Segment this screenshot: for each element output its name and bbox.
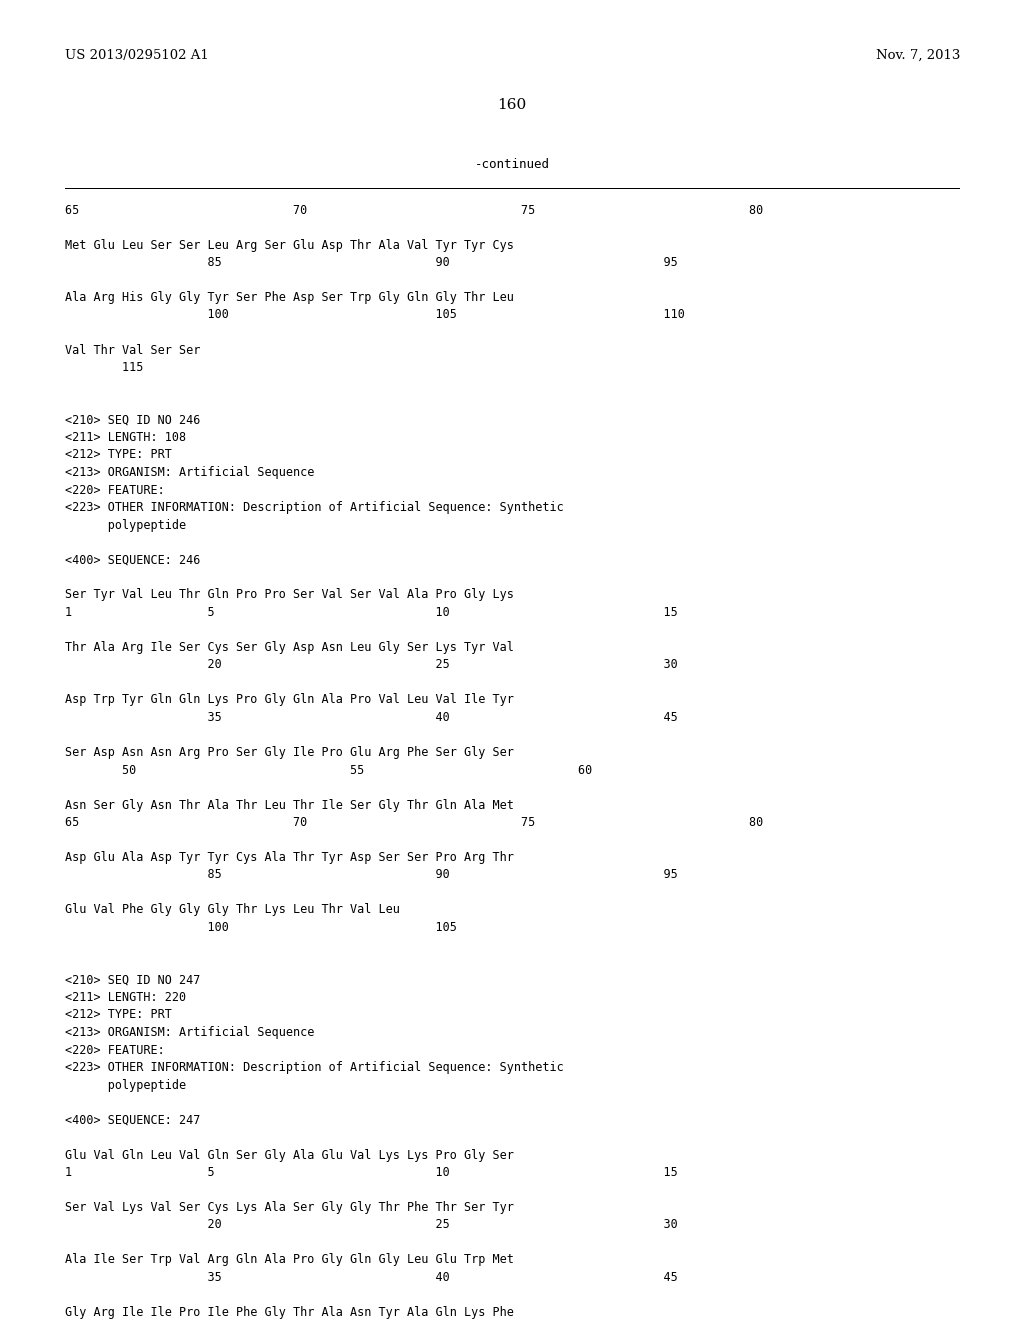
- Text: <400> SEQUENCE: 247: <400> SEQUENCE: 247: [65, 1114, 201, 1126]
- Text: Ala Ile Ser Trp Val Arg Gln Ala Pro Gly Gln Gly Leu Glu Trp Met: Ala Ile Ser Trp Val Arg Gln Ala Pro Gly …: [65, 1254, 514, 1266]
- Text: 65                              70                              75              : 65 70 75: [65, 816, 763, 829]
- Text: Nov. 7, 2013: Nov. 7, 2013: [876, 49, 961, 62]
- Text: <210> SEQ ID NO 246: <210> SEQ ID NO 246: [65, 413, 201, 426]
- Text: Asn Ser Gly Asn Thr Ala Thr Leu Thr Ile Ser Gly Thr Gln Ala Met: Asn Ser Gly Asn Thr Ala Thr Leu Thr Ile …: [65, 799, 514, 812]
- Text: 115: 115: [65, 360, 143, 374]
- Text: polypeptide: polypeptide: [65, 519, 186, 532]
- Text: 85                              90                              95: 85 90 95: [65, 256, 678, 269]
- Text: -continued: -continued: [474, 158, 550, 172]
- Text: <213> ORGANISM: Artificial Sequence: <213> ORGANISM: Artificial Sequence: [65, 1026, 314, 1039]
- Text: 35                              40                              45: 35 40 45: [65, 711, 678, 723]
- Text: 160: 160: [498, 98, 526, 112]
- Text: Met Glu Leu Ser Ser Leu Arg Ser Glu Asp Thr Ala Val Tyr Tyr Cys: Met Glu Leu Ser Ser Leu Arg Ser Glu Asp …: [65, 239, 514, 252]
- Text: Asp Glu Ala Asp Tyr Tyr Cys Ala Thr Tyr Asp Ser Ser Pro Arg Thr: Asp Glu Ala Asp Tyr Tyr Cys Ala Thr Tyr …: [65, 851, 514, 865]
- Text: <212> TYPE: PRT: <212> TYPE: PRT: [65, 449, 172, 462]
- Text: <211> LENGTH: 108: <211> LENGTH: 108: [65, 432, 186, 444]
- Text: <220> FEATURE:: <220> FEATURE:: [65, 483, 165, 496]
- Text: <211> LENGTH: 220: <211> LENGTH: 220: [65, 991, 186, 1005]
- Text: Asp Trp Tyr Gln Gln Lys Pro Gly Gln Ala Pro Val Leu Val Ile Tyr: Asp Trp Tyr Gln Gln Lys Pro Gly Gln Ala …: [65, 693, 514, 706]
- Text: Glu Val Gln Leu Val Gln Ser Gly Ala Glu Val Lys Lys Pro Gly Ser: Glu Val Gln Leu Val Gln Ser Gly Ala Glu …: [65, 1148, 514, 1162]
- Text: <223> OTHER INFORMATION: Description of Artificial Sequence: Synthetic: <223> OTHER INFORMATION: Description of …: [65, 1061, 564, 1074]
- Text: 100                             105                             110: 100 105 110: [65, 309, 685, 322]
- Text: 20                              25                              30: 20 25 30: [65, 659, 678, 672]
- Text: 100                             105: 100 105: [65, 921, 457, 935]
- Text: Glu Val Phe Gly Gly Gly Thr Lys Leu Thr Val Leu: Glu Val Phe Gly Gly Gly Thr Lys Leu Thr …: [65, 903, 400, 916]
- Text: <213> ORGANISM: Artificial Sequence: <213> ORGANISM: Artificial Sequence: [65, 466, 314, 479]
- Text: US 2013/0295102 A1: US 2013/0295102 A1: [65, 49, 209, 62]
- Text: 85                              90                              95: 85 90 95: [65, 869, 678, 882]
- Text: Ser Tyr Val Leu Thr Gln Pro Pro Ser Val Ser Val Ala Pro Gly Lys: Ser Tyr Val Leu Thr Gln Pro Pro Ser Val …: [65, 589, 514, 602]
- Text: 35                              40                              45: 35 40 45: [65, 1271, 678, 1284]
- Text: <212> TYPE: PRT: <212> TYPE: PRT: [65, 1008, 172, 1022]
- Text: <223> OTHER INFORMATION: Description of Artificial Sequence: Synthetic: <223> OTHER INFORMATION: Description of …: [65, 502, 564, 513]
- Text: 65                              70                              75              : 65 70 75: [65, 203, 763, 216]
- Text: 20                              25                              30: 20 25 30: [65, 1218, 678, 1232]
- Text: Gly Arg Ile Ile Pro Ile Phe Gly Thr Ala Asn Tyr Ala Gln Lys Phe: Gly Arg Ile Ile Pro Ile Phe Gly Thr Ala …: [65, 1305, 514, 1319]
- Text: Ala Arg His Gly Gly Tyr Ser Phe Asp Ser Trp Gly Gln Gly Thr Leu: Ala Arg His Gly Gly Tyr Ser Phe Asp Ser …: [65, 290, 514, 304]
- Text: 1                   5                               10                          : 1 5 10: [65, 1166, 678, 1179]
- Text: Val Thr Val Ser Ser: Val Thr Val Ser Ser: [65, 343, 201, 356]
- Text: Ser Asp Asn Asn Arg Pro Ser Gly Ile Pro Glu Arg Phe Ser Gly Ser: Ser Asp Asn Asn Arg Pro Ser Gly Ile Pro …: [65, 746, 514, 759]
- Text: <220> FEATURE:: <220> FEATURE:: [65, 1044, 165, 1056]
- Text: polypeptide: polypeptide: [65, 1078, 186, 1092]
- Text: <210> SEQ ID NO 247: <210> SEQ ID NO 247: [65, 974, 201, 986]
- Text: 50                              55                              60: 50 55 60: [65, 763, 592, 776]
- Text: Ser Val Lys Val Ser Cys Lys Ala Ser Gly Gly Thr Phe Thr Ser Tyr: Ser Val Lys Val Ser Cys Lys Ala Ser Gly …: [65, 1201, 514, 1214]
- Text: <400> SEQUENCE: 246: <400> SEQUENCE: 246: [65, 553, 201, 566]
- Text: 1                   5                               10                          : 1 5 10: [65, 606, 678, 619]
- Text: Thr Ala Arg Ile Ser Cys Ser Gly Asp Asn Leu Gly Ser Lys Tyr Val: Thr Ala Arg Ile Ser Cys Ser Gly Asp Asn …: [65, 642, 514, 653]
